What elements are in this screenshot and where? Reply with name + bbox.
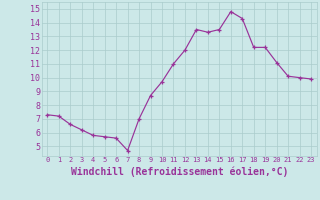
X-axis label: Windchill (Refroidissement éolien,°C): Windchill (Refroidissement éolien,°C)	[70, 166, 288, 177]
